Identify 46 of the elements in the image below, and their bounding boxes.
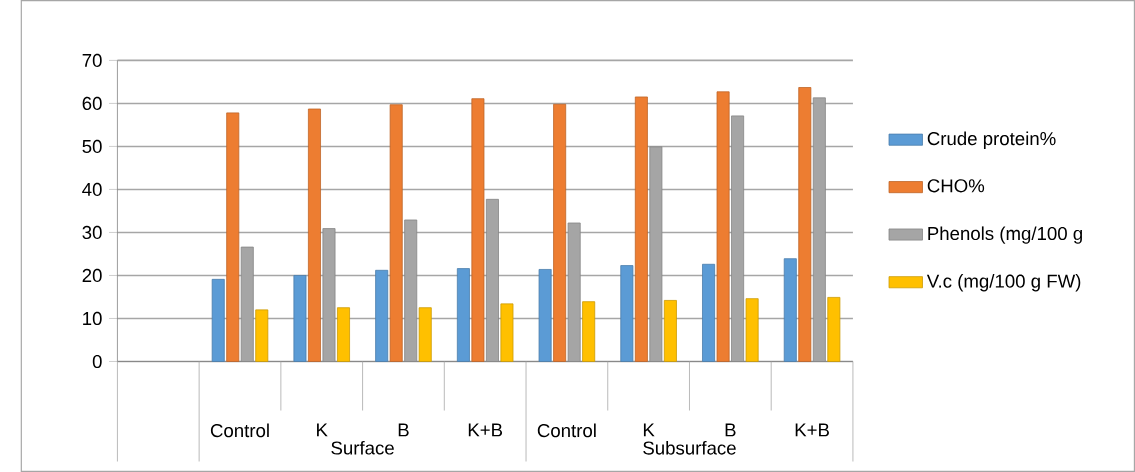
x-tick-label: B — [398, 423, 409, 437]
x-tick-label: Control — [210, 423, 269, 438]
y-tick-label: 10 — [83, 311, 102, 326]
bar — [620, 265, 634, 362]
bar — [663, 300, 677, 362]
legend-label: CHO% — [927, 179, 985, 193]
bar — [798, 87, 812, 362]
bar — [308, 108, 321, 362]
bar — [702, 263, 716, 362]
legend-label: Phenols (mg/100 g — [928, 226, 1082, 244]
x-tick-label: K — [317, 423, 328, 437]
bar — [634, 96, 648, 362]
y-tick-label: 60 — [82, 96, 102, 111]
bar — [538, 269, 552, 362]
bar — [783, 258, 797, 362]
legend-label: V.c (mg/100 g FW) — [926, 274, 1081, 292]
bar — [211, 278, 225, 362]
y-tick-label: 70 — [82, 53, 102, 68]
bar — [226, 112, 240, 362]
bar — [375, 269, 389, 362]
bar — [337, 307, 350, 362]
bar — [471, 98, 485, 362]
x-tick-label: K+B — [468, 423, 503, 437]
text: Surface — [331, 440, 394, 455]
bar — [389, 104, 403, 362]
x-tick-label: B — [725, 423, 736, 437]
x-tick-label: K+B — [795, 423, 829, 437]
legend-label: Crude protein% — [927, 131, 1056, 149]
x-tick-label: K — [643, 423, 655, 437]
bar — [255, 309, 269, 362]
bar — [745, 298, 759, 362]
y-tick-label: 40 — [82, 182, 102, 197]
y-tick-label: 20 — [82, 268, 102, 283]
bar — [716, 91, 730, 362]
bar — [827, 297, 841, 362]
x-tick-label: Control — [537, 423, 596, 438]
y-tick-label: 0 — [92, 354, 102, 369]
bar — [553, 103, 567, 362]
bar — [456, 268, 470, 362]
bar — [418, 307, 432, 362]
text: Subsurface — [643, 440, 736, 455]
bar — [582, 301, 596, 362]
bar — [293, 275, 307, 362]
bar — [500, 303, 514, 362]
y-tick-label: 30 — [82, 225, 102, 240]
y-tick-label: 50 — [82, 139, 102, 154]
